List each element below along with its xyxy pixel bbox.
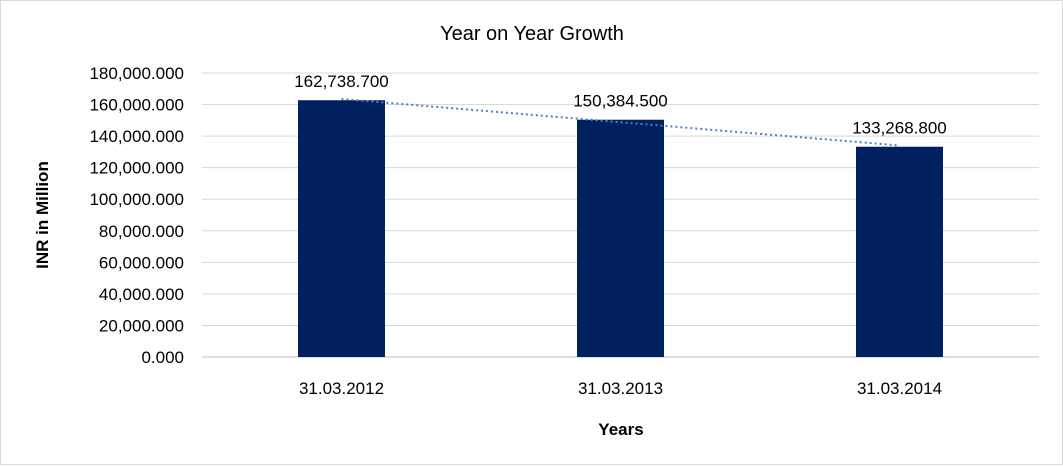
y-tick-label: 180,000.000 xyxy=(89,64,184,83)
y-tick-label: 40,000.000 xyxy=(99,285,184,304)
y-tick-label: 140,000.000 xyxy=(89,127,184,146)
data-label: 162,738.700 xyxy=(294,72,389,91)
y-tick-label: 20,000.000 xyxy=(99,316,184,335)
data-label: 150,384.500 xyxy=(573,92,668,111)
x-tick-label: 31.03.2014 xyxy=(857,379,942,398)
data-labels: 162,738.700 150,384.500 133,268.800 xyxy=(294,72,947,137)
trendline xyxy=(341,97,900,147)
y-tick-label: 0.000 xyxy=(141,348,184,367)
bar-31.03.2014 xyxy=(856,146,943,357)
data-label: 133,268.800 xyxy=(852,119,947,138)
y-tick-label: 100,000.000 xyxy=(89,190,184,209)
trendline-group xyxy=(341,97,900,147)
x-tick-label: 31.03.2013 xyxy=(578,379,663,398)
bar-31.03.2013 xyxy=(577,119,664,357)
chart-title: Year on Year Growth xyxy=(440,23,624,45)
x-axis-ticks: 31.03.2012 31.03.2013 31.03.2014 xyxy=(299,379,942,398)
y-axis-title: INR in Million xyxy=(33,161,52,269)
y-tick-label: 160,000.000 xyxy=(89,96,184,115)
y-tick-label: 80,000.000 xyxy=(99,222,184,241)
bars xyxy=(298,100,943,357)
y-tick-label: 60,000.000 xyxy=(99,253,184,272)
x-axis-title: Years xyxy=(598,420,643,439)
x-tick-label: 31.03.2012 xyxy=(299,379,384,398)
y-axis-ticks: 0.000 20,000.000 40,000.000 60,000.000 80,00… xyxy=(89,64,184,367)
y-tick-label: 120,000.000 xyxy=(89,159,184,178)
bar-31.03.2012 xyxy=(298,100,385,357)
